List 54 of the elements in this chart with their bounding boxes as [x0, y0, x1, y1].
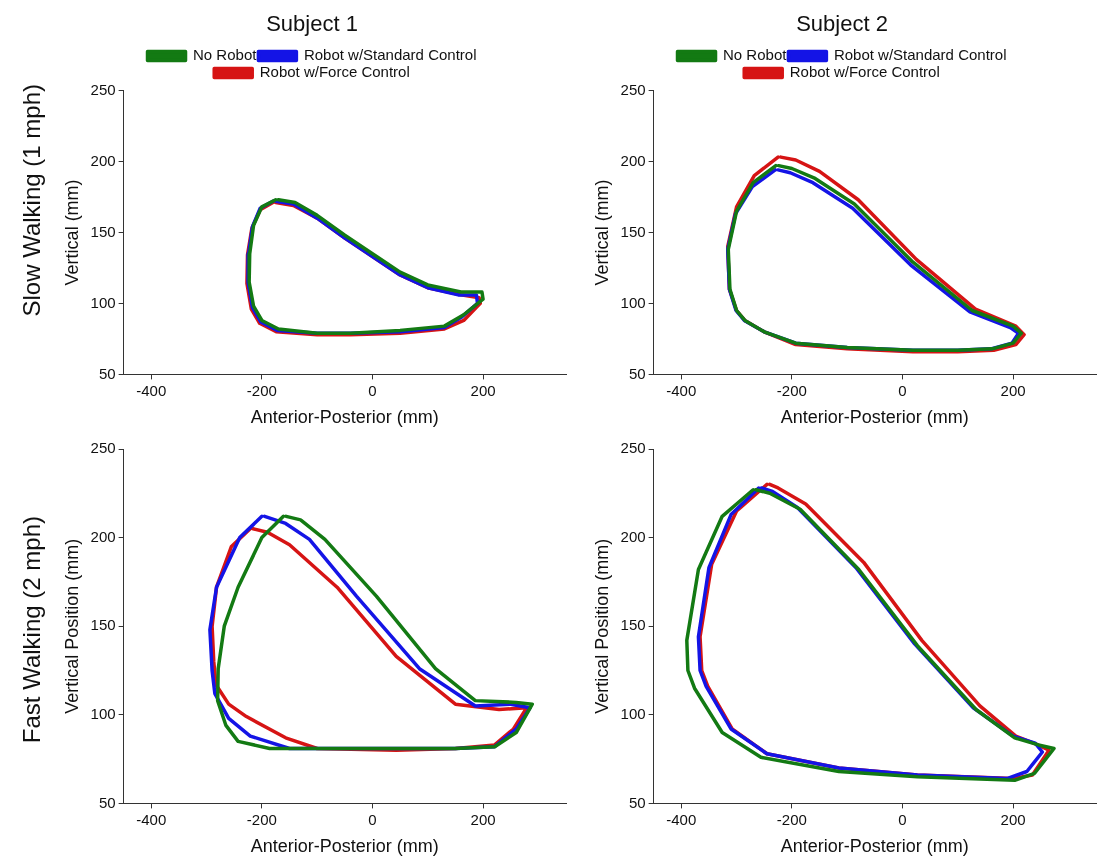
chart-title: Subject 2 — [796, 11, 888, 37]
y-tick-label: 250 — [90, 439, 116, 457]
y-tick-label: 150 — [620, 222, 646, 240]
x-axis-title: Anterior-Posterior (mm) — [250, 407, 439, 428]
legend-label: Robot w/Force Control — [259, 63, 410, 81]
x-tick-label: -400 — [136, 810, 167, 828]
x-axis-title: Anterior-Posterior (mm) — [780, 836, 969, 857]
x-tick-label: 0 — [898, 381, 907, 399]
y-tick-label: 100 — [620, 704, 646, 722]
y-tick-label: 150 — [620, 616, 646, 634]
y-tick-label: 250 — [90, 80, 116, 98]
y-axis-title: Vertical (mm) — [61, 179, 82, 286]
x-tick-label: -200 — [776, 810, 807, 828]
x-tick-label: 200 — [470, 810, 496, 828]
legend-label: Robot w/Force Control — [789, 63, 940, 81]
text: Slow Walking (1 mph) — [18, 84, 46, 317]
chart-title: Subject 1 — [266, 11, 358, 37]
y-tick-label: 50 — [628, 364, 646, 382]
x-tick-label: 0 — [368, 381, 377, 399]
x-tick-label: -200 — [776, 381, 807, 399]
y-axis-title: Vertical Position (mm) — [591, 538, 612, 714]
y-tick-label: 200 — [620, 151, 646, 169]
y-tick-label: 200 — [90, 527, 116, 545]
y-tick-label: 100 — [90, 293, 116, 311]
x-axis-title: Anterior-Posterior (mm) — [780, 407, 969, 428]
text: Fast Walking (2 mph) — [18, 515, 46, 744]
legend-label: Robot w/Standard Control — [833, 46, 1007, 64]
x-tick-label: -200 — [246, 810, 277, 828]
x-tick-label: -400 — [136, 381, 167, 399]
x-tick-label: -400 — [666, 381, 697, 399]
x-tick-label: -200 — [246, 381, 277, 399]
y-tick-label: 150 — [90, 222, 116, 240]
y-tick-label: 50 — [628, 793, 646, 811]
legend-label: No Robot — [723, 46, 788, 64]
y-tick-label: 250 — [620, 439, 646, 457]
x-tick-label: 200 — [1000, 810, 1026, 828]
y-tick-label: 100 — [90, 704, 116, 722]
y-tick-label: 200 — [90, 151, 116, 169]
y-axis-title: Vertical (mm) — [591, 179, 612, 286]
y-tick-label: 50 — [98, 793, 116, 811]
y-axis-title: Vertical Position (mm) — [61, 538, 82, 714]
x-tick-label: 200 — [470, 381, 496, 399]
y-tick-label: 50 — [98, 364, 116, 382]
y-tick-label: 150 — [90, 616, 116, 634]
y-tick-label: 200 — [620, 527, 646, 545]
x-tick-label: 0 — [368, 810, 377, 828]
y-tick-label: 100 — [620, 293, 646, 311]
y-tick-label: 250 — [620, 80, 646, 98]
x-tick-label: 200 — [1000, 381, 1026, 399]
legend-label: Robot w/Standard Control — [303, 46, 477, 64]
x-axis-title: Anterior-Posterior (mm) — [250, 836, 439, 857]
x-tick-label: 0 — [898, 810, 907, 828]
x-tick-label: -400 — [666, 810, 697, 828]
legend-label: No Robot — [193, 46, 258, 64]
